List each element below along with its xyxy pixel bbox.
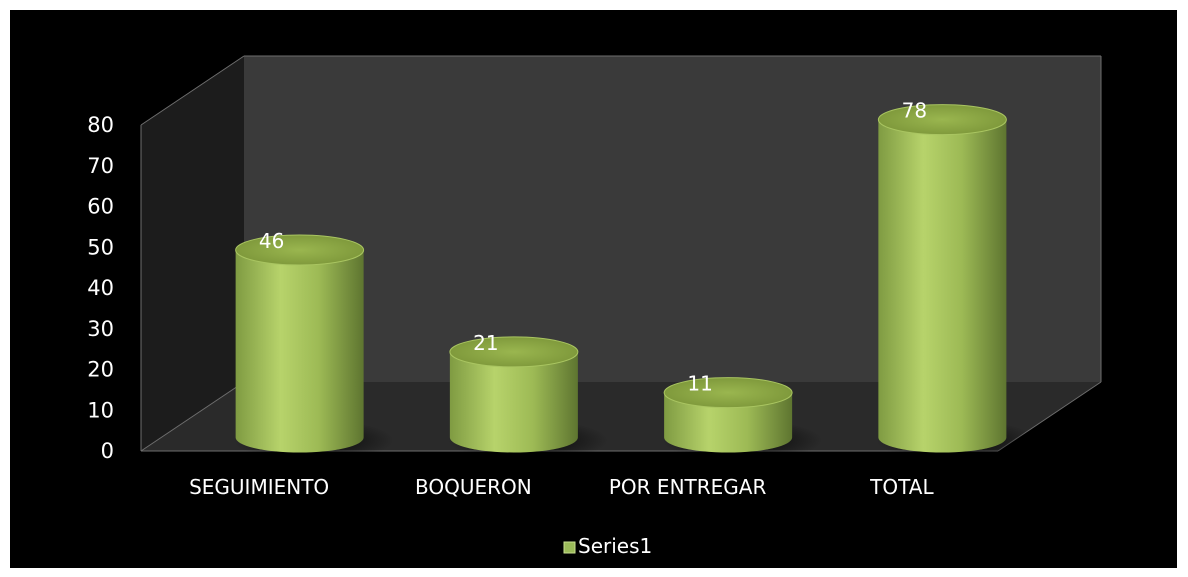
- y-axis: 0 10 20 30 40 50 60 70 80: [87, 113, 114, 463]
- bar-3: 11: [662, 372, 823, 462]
- wall-edge-top: [140, 55, 245, 126]
- chart-svg: 0 10 20 30 40 50 60 70 80 46 21 11 78 SEGUIMIENTO BO…: [87, 55, 1102, 558]
- chart-frame: 0 10 20 30 40 50 60 70 80 46 21 11 78 SEGUIMIENTO BO…: [10, 10, 1177, 568]
- y-tick-label: 40: [87, 276, 114, 300]
- bar-top: [877, 104, 1007, 136]
- bar-body: [878, 119, 1007, 453]
- y-tick-label: 10: [87, 398, 114, 422]
- y-tick-label: 30: [87, 317, 114, 341]
- data-label: 46: [259, 229, 284, 253]
- y-tick-label: 70: [87, 154, 114, 178]
- category-axis: SEGUIMIENTO BOQUERON POR ENTREGAR TOTAL: [189, 475, 934, 499]
- category-label: POR ENTREGAR: [609, 475, 767, 499]
- side-wall: [141, 56, 244, 451]
- category-label: BOQUERON: [415, 475, 532, 499]
- legend-label: Series1: [578, 534, 652, 558]
- bar-body: [235, 250, 364, 453]
- data-label: 78: [902, 99, 927, 123]
- legend-swatch: [563, 541, 576, 554]
- category-label: SEGUIMIENTO: [189, 475, 329, 499]
- bar-body: [664, 392, 793, 453]
- bar-2: 21: [447, 331, 608, 462]
- data-label: 21: [473, 331, 498, 355]
- bars-group: 46 21 11 78: [233, 99, 1037, 462]
- bar-top: [449, 336, 579, 368]
- y-tick-label: 0: [101, 439, 114, 463]
- bar-body: [449, 351, 578, 453]
- bar-4: 78: [876, 99, 1037, 462]
- bar-top: [663, 377, 793, 409]
- y-tick-label: 20: [87, 358, 114, 382]
- y-tick-label: 80: [87, 113, 114, 137]
- data-label: 11: [687, 372, 712, 396]
- floor-edge-left: [140, 381, 245, 452]
- legend: Series1: [563, 534, 652, 558]
- bar-1: 46: [233, 229, 394, 462]
- y-tick-label: 60: [87, 195, 114, 219]
- category-label: TOTAL: [869, 475, 934, 499]
- y-tick-label: 50: [87, 235, 114, 259]
- bar-top: [235, 234, 365, 266]
